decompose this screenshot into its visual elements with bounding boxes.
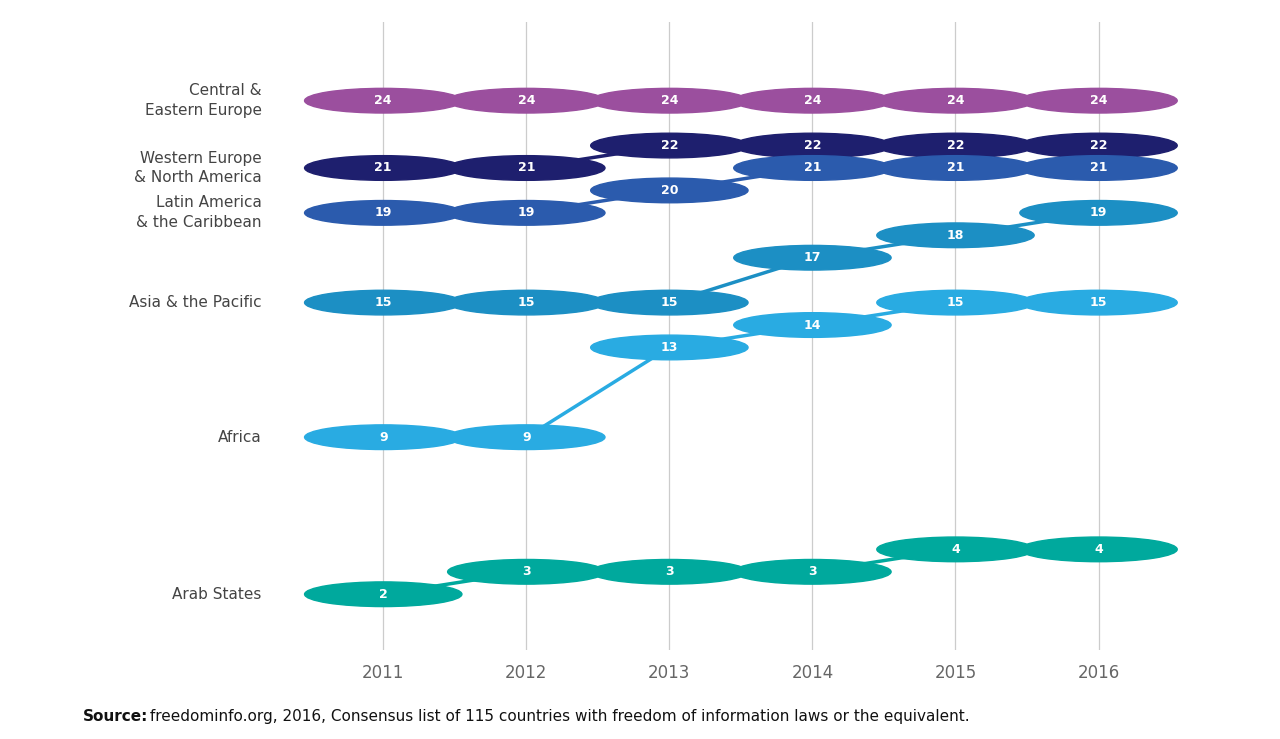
Text: Western Europe
& North America: Western Europe & North America: [134, 151, 261, 185]
Circle shape: [590, 89, 748, 113]
Text: 18: 18: [947, 229, 964, 242]
Text: 17: 17: [804, 251, 822, 265]
Circle shape: [733, 156, 891, 180]
Circle shape: [305, 200, 462, 225]
Circle shape: [733, 559, 891, 584]
Text: 24: 24: [517, 94, 535, 107]
Text: 14: 14: [804, 319, 822, 332]
Text: 22: 22: [804, 139, 822, 152]
Circle shape: [1020, 133, 1178, 158]
Text: 24: 24: [1089, 94, 1107, 107]
Text: 24: 24: [947, 94, 964, 107]
Circle shape: [448, 89, 605, 113]
Circle shape: [877, 223, 1034, 248]
Text: 21: 21: [804, 162, 822, 174]
Circle shape: [877, 133, 1034, 158]
Text: 3: 3: [666, 565, 673, 579]
Circle shape: [590, 559, 748, 584]
Text: 4: 4: [1094, 543, 1103, 556]
Circle shape: [733, 89, 891, 113]
Circle shape: [305, 156, 462, 180]
Circle shape: [448, 290, 605, 315]
Circle shape: [448, 156, 605, 180]
Circle shape: [733, 133, 891, 158]
Text: 21: 21: [947, 162, 964, 174]
Text: 24: 24: [804, 94, 822, 107]
Text: 19: 19: [1089, 206, 1107, 219]
Circle shape: [305, 89, 462, 113]
Circle shape: [448, 425, 605, 449]
Text: Latin America
& the Caribbean: Latin America & the Caribbean: [136, 195, 261, 231]
Circle shape: [1020, 156, 1178, 180]
Text: Source:: Source:: [83, 709, 148, 723]
Circle shape: [448, 200, 605, 225]
Circle shape: [305, 425, 462, 449]
Text: 24: 24: [375, 94, 392, 107]
Text: 20: 20: [660, 184, 678, 197]
Text: 3: 3: [522, 565, 531, 579]
Circle shape: [305, 290, 462, 315]
Circle shape: [590, 133, 748, 158]
Circle shape: [877, 290, 1034, 315]
Circle shape: [877, 156, 1034, 180]
Circle shape: [733, 313, 891, 338]
Text: freedominfo.org, 2016, Consensus list of 115 countries with freedom of informati: freedominfo.org, 2016, Consensus list of…: [145, 709, 969, 723]
Circle shape: [1020, 200, 1178, 225]
Circle shape: [1020, 89, 1178, 113]
Text: 21: 21: [1089, 162, 1107, 174]
Text: Africa: Africa: [218, 429, 261, 445]
Text: 2: 2: [379, 588, 388, 601]
Text: 15: 15: [1089, 296, 1107, 309]
Text: Asia & the Pacific: Asia & the Pacific: [129, 295, 261, 310]
Text: 4: 4: [951, 543, 960, 556]
Text: 9: 9: [522, 431, 531, 443]
Text: 15: 15: [517, 296, 535, 309]
Text: 3: 3: [808, 565, 817, 579]
Text: 15: 15: [375, 296, 392, 309]
Text: Arab States: Arab States: [173, 587, 261, 602]
Circle shape: [877, 89, 1034, 113]
Text: 19: 19: [375, 206, 392, 219]
Text: 19: 19: [517, 206, 535, 219]
Circle shape: [590, 335, 748, 360]
Circle shape: [1020, 290, 1178, 315]
Circle shape: [877, 537, 1034, 562]
Circle shape: [1020, 537, 1178, 562]
Text: 21: 21: [375, 162, 392, 174]
Circle shape: [733, 245, 891, 270]
Circle shape: [590, 178, 748, 202]
Text: 22: 22: [660, 139, 678, 152]
Circle shape: [448, 559, 605, 584]
Circle shape: [590, 290, 748, 315]
Text: Central &
Eastern Europe: Central & Eastern Europe: [145, 84, 261, 118]
Text: 22: 22: [1089, 139, 1107, 152]
Text: 21: 21: [517, 162, 535, 174]
Text: 15: 15: [660, 296, 678, 309]
Text: 22: 22: [947, 139, 964, 152]
Text: 13: 13: [660, 341, 678, 354]
Text: 9: 9: [379, 431, 388, 443]
Text: 15: 15: [947, 296, 964, 309]
Text: 24: 24: [660, 94, 678, 107]
Circle shape: [305, 582, 462, 607]
